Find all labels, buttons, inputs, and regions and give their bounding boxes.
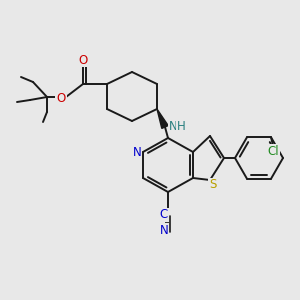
Text: N: N: [133, 146, 141, 158]
Text: N: N: [169, 119, 177, 133]
Text: Cl: Cl: [267, 145, 279, 158]
Text: O: O: [56, 92, 66, 104]
Text: N: N: [160, 224, 168, 236]
Text: O: O: [78, 53, 88, 67]
Text: H: H: [177, 119, 185, 133]
Text: S: S: [209, 178, 217, 191]
Text: C: C: [160, 208, 168, 221]
Polygon shape: [157, 109, 168, 128]
